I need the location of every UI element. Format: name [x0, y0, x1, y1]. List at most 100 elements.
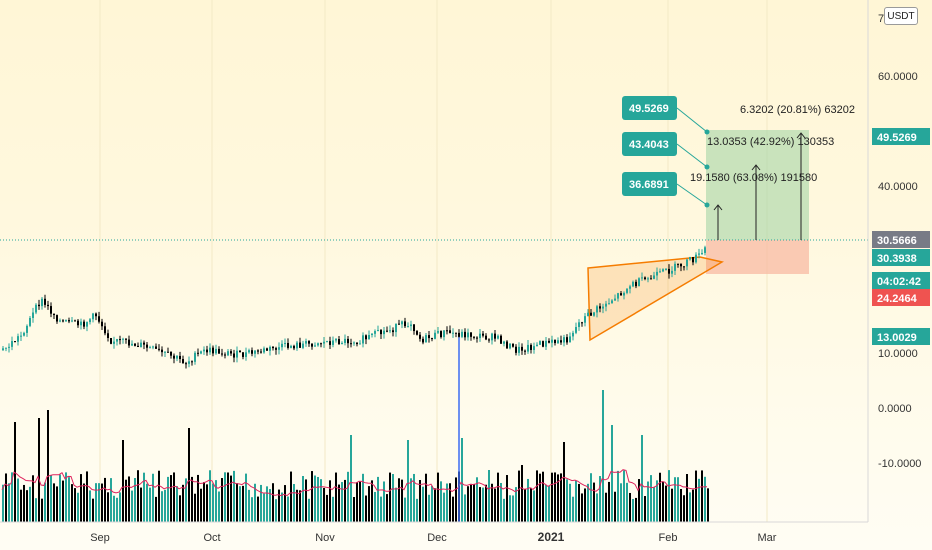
- price-axis[interactable]: 7 60.0000 40.0000 10.0000 0.0000 -10.0000 49.5…: [867, 0, 930, 522]
- candle-body: [119, 339, 121, 341]
- price-tag-label: 13.0029: [877, 332, 917, 344]
- volume-bar: [587, 483, 589, 522]
- candle-body: [419, 334, 421, 339]
- price-tag: 49.5269: [872, 128, 930, 145]
- candle-body: [461, 331, 463, 337]
- candle-body: [227, 351, 229, 356]
- candle-body: [152, 346, 154, 348]
- candle-body: [242, 352, 244, 357]
- candle-body: [299, 342, 301, 348]
- volume-bar: [14, 422, 16, 522]
- candle-body: [92, 313, 94, 320]
- volume-bar: [320, 479, 322, 522]
- target-measure-arrowhead: [751, 164, 761, 171]
- candle-body: [338, 339, 340, 345]
- volume-bar: [599, 476, 601, 522]
- volume-bar: [647, 481, 649, 522]
- volume-bar: [434, 488, 436, 522]
- candle-body: [590, 312, 592, 316]
- candlestick-series: [2, 245, 706, 369]
- volume-bar: [38, 418, 40, 522]
- volume-bar: [107, 492, 109, 522]
- candle-body: [143, 342, 145, 345]
- candle-body: [215, 348, 217, 354]
- volume-bar: [119, 492, 121, 522]
- candle-body: [296, 342, 298, 349]
- volume-bar: [470, 483, 472, 522]
- volume-bar: [230, 475, 232, 522]
- candle-body: [557, 340, 559, 344]
- candle-body: [32, 312, 34, 318]
- volume-bar: [50, 475, 52, 522]
- candle-body: [626, 288, 628, 293]
- candle-body: [233, 353, 235, 358]
- candle-body: [614, 298, 616, 301]
- volume-bar: [365, 495, 367, 522]
- candle-body: [17, 336, 19, 342]
- candle-body: [266, 348, 268, 351]
- candle-body: [74, 320, 76, 322]
- volume-bar: [617, 470, 619, 522]
- volume-bar: [305, 479, 307, 522]
- time-axis-label: Mar: [758, 532, 777, 544]
- volume-bar: [86, 471, 88, 522]
- volume-bar: [161, 491, 163, 522]
- volume-bar: [182, 484, 184, 522]
- volume-bar: [224, 472, 226, 522]
- candle-body: [320, 343, 322, 345]
- volume-bar: [368, 486, 370, 522]
- volume-bar: [257, 496, 259, 522]
- volume-bar: [47, 410, 49, 522]
- candle-body: [347, 338, 349, 344]
- candle-body: [146, 344, 148, 348]
- candle-body: [491, 333, 493, 341]
- volume-bar: [614, 491, 616, 522]
- volume-bar: [185, 478, 187, 522]
- candle-body: [398, 323, 400, 325]
- volume-bar: [479, 487, 481, 522]
- candle-body: [605, 303, 607, 307]
- candle-body: [281, 343, 283, 348]
- currency-badge[interactable]: USDT: [884, 7, 918, 25]
- candle-body: [77, 320, 79, 326]
- candle-body: [695, 254, 697, 263]
- candle-body: [59, 320, 61, 322]
- candle-body: [101, 321, 103, 327]
- volume-bar: [533, 490, 535, 522]
- target-callout-label: 43.4043: [629, 139, 669, 151]
- candle-body: [8, 346, 10, 348]
- candle-body: [659, 271, 661, 273]
- candle-body: [575, 327, 577, 333]
- volume-bar: [491, 483, 493, 522]
- candle-body: [254, 350, 256, 354]
- candle-body: [302, 343, 304, 348]
- candle-body: [326, 341, 328, 343]
- volume-bar: [11, 472, 13, 522]
- candle-body: [164, 351, 166, 353]
- candle-body: [116, 339, 118, 342]
- candle-body: [212, 347, 214, 354]
- candle-body: [56, 315, 58, 322]
- time-axis[interactable]: Sep Oct Nov Dec 2021 Feb Mar: [0, 521, 868, 544]
- candle-body: [458, 332, 460, 337]
- volume-bar: [395, 487, 397, 522]
- candle-body: [365, 335, 367, 340]
- volume-bar: [191, 476, 193, 522]
- candle-body: [527, 344, 529, 352]
- candle-body: [512, 343, 514, 347]
- volume-bar: [632, 498, 634, 522]
- ascending-triangle-pattern[interactable]: [587, 256, 725, 342]
- price-tag-bg: [872, 328, 930, 345]
- volume-bar: [65, 472, 67, 522]
- volume-bar: [296, 489, 298, 522]
- target-measure-label: 6.3202 (20.81%) 63202: [740, 104, 855, 116]
- volume-bar: [410, 478, 412, 522]
- volume-bar: [626, 482, 628, 522]
- volume-bar: [209, 470, 211, 522]
- candle-body: [395, 323, 397, 333]
- candle-body: [569, 336, 571, 343]
- volume-bar: [293, 484, 295, 522]
- volume-bar: [407, 440, 409, 522]
- candle-body: [317, 343, 319, 346]
